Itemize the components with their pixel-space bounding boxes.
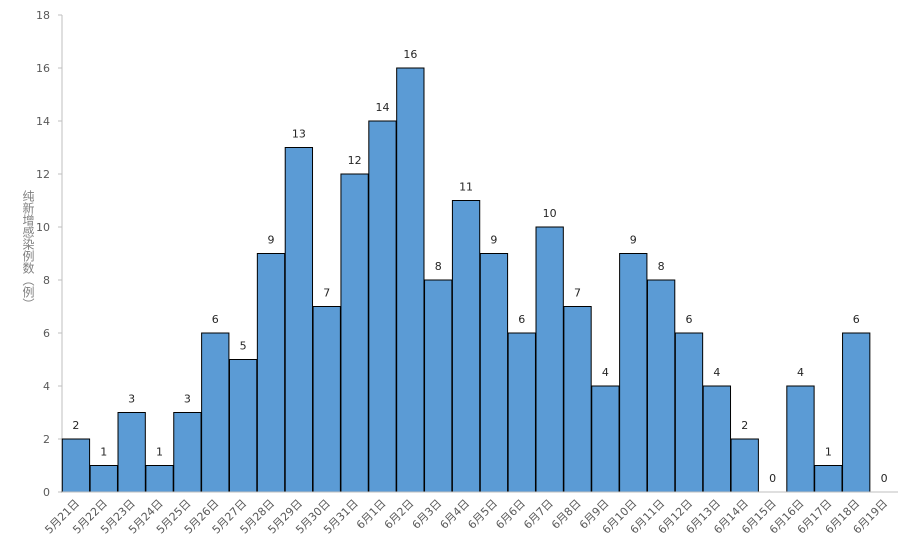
- bar: [201, 332, 230, 493]
- data-label: 13: [292, 128, 306, 141]
- data-label: 3: [184, 393, 191, 406]
- bar: [368, 120, 397, 493]
- data-label: 1: [156, 446, 163, 459]
- bar: [786, 385, 815, 493]
- data-label: 1: [825, 446, 832, 459]
- data-label: 6: [853, 313, 860, 326]
- data-label: 2: [72, 419, 79, 432]
- bar: [842, 332, 871, 493]
- data-label: 5: [240, 340, 247, 353]
- data-label: 0: [769, 472, 776, 485]
- data-label: 2: [741, 419, 748, 432]
- x-tick-label: 6月5日: [465, 497, 500, 532]
- x-tick-label: 6月1日: [354, 497, 389, 532]
- data-label: 9: [490, 234, 497, 247]
- data-label: 1: [100, 446, 107, 459]
- y-tick-label: 2: [43, 433, 50, 446]
- bar: [61, 438, 91, 493]
- bar: [284, 147, 314, 493]
- x-tick-label: 6月4日: [438, 497, 473, 532]
- bar: [619, 253, 648, 493]
- bar: [396, 67, 425, 493]
- y-tick-label: 10: [36, 221, 50, 234]
- x-tick-label: 6月8日: [549, 497, 584, 532]
- bar: [117, 412, 146, 493]
- bar: [814, 465, 843, 493]
- y-tick-label: 12: [36, 168, 50, 181]
- bar: [646, 279, 676, 493]
- bar: [451, 200, 481, 493]
- data-label: 11: [459, 181, 473, 194]
- data-label: 12: [348, 154, 362, 167]
- y-tick-label: 4: [43, 380, 50, 393]
- data-label: 14: [375, 101, 389, 114]
- data-label: 4: [713, 366, 720, 379]
- bar: [730, 438, 759, 493]
- data-label: 7: [574, 287, 581, 300]
- data-label: 8: [435, 260, 442, 273]
- data-label: 16: [403, 48, 417, 61]
- bar: [591, 385, 620, 493]
- bars: [61, 67, 871, 493]
- bar: [145, 465, 174, 493]
- y-axis: 0 2 4 6 8 10 12 14 16 18: [36, 9, 63, 499]
- bar: [256, 253, 286, 493]
- data-label: 6: [518, 313, 525, 326]
- bar: [674, 332, 704, 493]
- data-label: 9: [630, 234, 637, 247]
- y-tick-label: 0: [43, 486, 50, 499]
- bar: [507, 332, 536, 493]
- data-label: 9: [268, 234, 275, 247]
- bar: [479, 253, 509, 493]
- data-label: 4: [602, 366, 609, 379]
- x-tick-label: 6月7日: [521, 497, 556, 532]
- x-tick-label: 6月6日: [493, 497, 528, 532]
- y-tick-label: 18: [36, 9, 50, 22]
- data-label: 8: [658, 260, 665, 273]
- bar: [563, 306, 592, 493]
- data-label: 6: [686, 313, 693, 326]
- y-tick-label: 8: [43, 274, 50, 287]
- x-axis: 5月21日5月22日5月23日5月24日5月25日5月26日5月27日5月28日…: [42, 491, 898, 537]
- y-axis-title: 纯新增感染例数（例）: [21, 190, 35, 310]
- data-label: 4: [797, 366, 804, 379]
- bar: [89, 465, 118, 493]
- bar: [424, 279, 453, 493]
- bar: [340, 173, 369, 493]
- bar: [312, 306, 341, 493]
- data-label: 3: [128, 393, 135, 406]
- y-tick-label: 14: [36, 115, 50, 128]
- y-tick-label: 6: [43, 327, 50, 340]
- y-tick-label: 16: [36, 62, 50, 75]
- x-tick-label: 6月2日: [382, 497, 417, 532]
- data-label: 7: [323, 287, 330, 300]
- bar: [535, 226, 564, 493]
- data-label: 0: [881, 472, 888, 485]
- x-tick-label: 6月3日: [410, 497, 445, 532]
- data-label: 10: [543, 207, 557, 220]
- bar: [173, 412, 202, 493]
- bar: [702, 385, 732, 493]
- data-label: 6: [212, 313, 219, 326]
- bar: [228, 359, 258, 493]
